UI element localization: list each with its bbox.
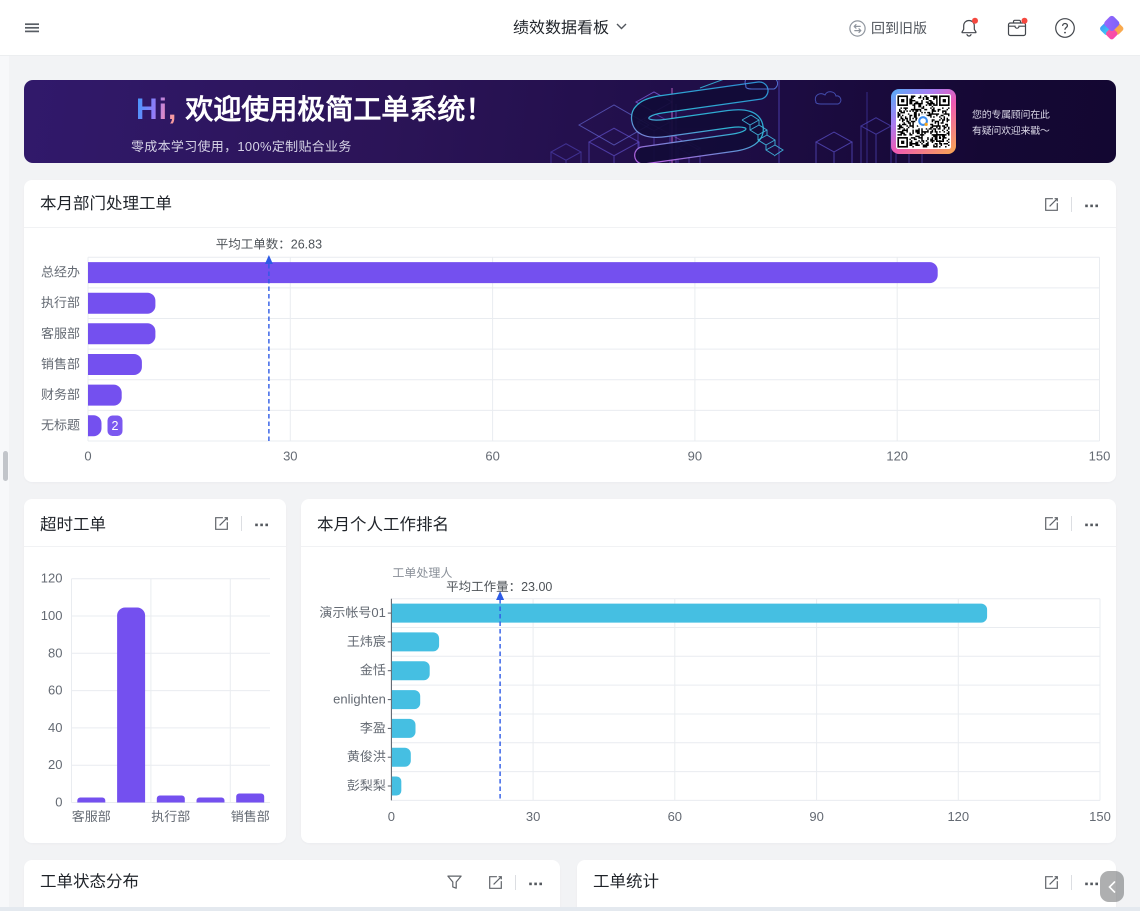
svg-text:80: 80 [48, 645, 62, 660]
svg-text:执行部: 执行部 [151, 809, 190, 824]
svg-text:金恬: 金恬 [360, 663, 386, 678]
svg-text:客服部: 客服部 [72, 809, 111, 824]
svg-text:0: 0 [55, 795, 62, 810]
svg-text:客服部: 客服部 [41, 326, 80, 341]
svg-text:150: 150 [1089, 449, 1111, 464]
svg-text:彭梨梨: 彭梨梨 [347, 778, 386, 793]
svg-text:平均工单数：26.83: 平均工单数：26.83 [216, 238, 322, 252]
svg-text:120: 120 [41, 571, 63, 586]
svg-text:60: 60 [668, 809, 682, 824]
svg-text:150: 150 [1089, 809, 1111, 824]
svg-text:执行部: 执行部 [41, 295, 80, 310]
svg-text:30: 30 [283, 449, 297, 464]
svg-text:演示帐号01: 演示帐号01 [319, 605, 385, 620]
svg-text:平均工作量：23.00: 平均工作量：23.00 [446, 580, 552, 594]
svg-text:60: 60 [485, 449, 499, 464]
svg-text:90: 90 [688, 449, 702, 464]
svg-text:销售部: 销售部 [231, 809, 270, 824]
svg-text:120: 120 [886, 449, 908, 464]
svg-text:20: 20 [48, 757, 62, 772]
svg-text:2: 2 [112, 419, 119, 433]
svg-text:工单处理人: 工单处理人 [392, 566, 452, 580]
svg-text:黄俊洪: 黄俊洪 [347, 749, 386, 764]
svg-text:30: 30 [526, 809, 540, 824]
svg-text:0: 0 [388, 809, 395, 824]
svg-text:总经办: 总经办 [41, 265, 80, 280]
svg-text:40: 40 [48, 720, 62, 735]
svg-text:财务部: 财务部 [41, 387, 80, 402]
svg-text:120: 120 [947, 809, 969, 824]
svg-text:0: 0 [84, 449, 91, 464]
svg-text:销售部: 销售部 [41, 357, 80, 372]
svg-text:王炜宸: 王炜宸 [347, 634, 386, 649]
svg-text:无标题: 无标题 [41, 418, 80, 433]
svg-text:enlighten: enlighten [333, 692, 386, 707]
svg-text:60: 60 [48, 683, 62, 698]
svg-text:90: 90 [809, 809, 823, 824]
svg-text:李盈: 李盈 [360, 720, 386, 735]
svg-text:100: 100 [41, 608, 63, 623]
